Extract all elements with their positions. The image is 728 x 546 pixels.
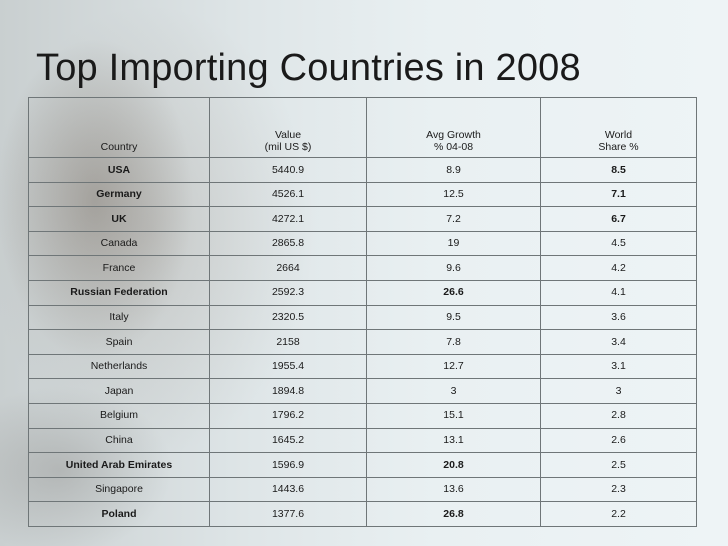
imports-table: Country Value (mil US $) Avg Growth % 04…: [28, 97, 697, 527]
cell-avg-growth: 13.6: [366, 476, 541, 503]
cell-world-share: 6.7: [540, 206, 697, 232]
cell-avg-growth: 7.8: [366, 329, 541, 355]
cell-value: 1645.2: [209, 427, 367, 454]
cell-value: 1596.9: [209, 452, 367, 478]
cell-avg-growth: 9.6: [366, 255, 541, 281]
slide-title: Top Importing Countries in 2008: [36, 47, 581, 90]
cell-country: Spain: [28, 329, 210, 355]
cell-avg-growth: 12.7: [366, 353, 541, 380]
table-row: Germany 4526.1 12.5 7.1: [28, 181, 697, 208]
cell-world-share: 2.2: [540, 501, 697, 527]
table-row: Belgium 1796.2 15.1 2.8: [28, 402, 697, 429]
cell-world-share: 4.5: [540, 230, 697, 257]
cell-value: 1955.4: [209, 353, 367, 380]
cell-country: Japan: [28, 378, 210, 404]
cell-world-share: 4.2: [540, 255, 697, 281]
cell-world-share: 2.6: [540, 427, 697, 454]
cell-country: Singapore: [28, 476, 210, 503]
cell-country: Belgium: [28, 402, 210, 429]
cell-world-share: 2.5: [540, 452, 697, 478]
cell-country: Germany: [28, 181, 210, 208]
table-body: USA 5440.9 8.9 8.5 Germany 4526.1 12.5 7.1 UK 427…: [28, 157, 697, 527]
table-header-row: Country Value (mil US $) Avg Growth % 04…: [28, 97, 697, 158]
cell-avg-growth: 7.2: [366, 206, 541, 232]
table-row: France 2664 9.6 4.2: [28, 255, 697, 281]
table-row: Italy 2320.5 9.5 3.6: [28, 304, 697, 331]
table-row: Netherlands 1955.4 12.7 3.1: [28, 353, 697, 380]
cell-country: USA: [28, 157, 210, 183]
cell-avg-growth: 8.9: [366, 157, 541, 183]
table-row: United Arab Emirates 1596.9 20.8 2.5: [28, 452, 697, 478]
cell-value: 1796.2: [209, 402, 367, 429]
table-row: Canada 2865.8 19 4.5: [28, 230, 697, 257]
cell-world-share: 3.4: [540, 329, 697, 355]
cell-value: 2865.8: [209, 230, 367, 257]
cell-world-share: 3.1: [540, 353, 697, 380]
cell-value: 2664: [209, 255, 367, 281]
cell-world-share: 4.1: [540, 279, 697, 306]
cell-world-share: 3: [540, 378, 697, 404]
cell-avg-growth: 20.8: [366, 452, 541, 478]
cell-world-share: 2.8: [540, 402, 697, 429]
cell-avg-growth: 12.5: [366, 181, 541, 208]
table-row: Poland 1377.6 26.8 2.2: [28, 501, 697, 527]
cell-country: Italy: [28, 304, 210, 331]
header-country: Country: [28, 97, 210, 158]
cell-value: 2592.3: [209, 279, 367, 306]
header-value: Value (mil US $): [209, 97, 367, 158]
cell-avg-growth: 19: [366, 230, 541, 257]
cell-avg-growth: 15.1: [366, 402, 541, 429]
table-row: Japan 1894.8 3 3: [28, 378, 697, 404]
cell-country: Poland: [28, 501, 210, 527]
cell-value: 1443.6: [209, 476, 367, 503]
table-row: Spain 2158 7.8 3.4: [28, 329, 697, 355]
header-avg-growth: Avg Growth % 04-08: [366, 97, 541, 158]
table-row: Russian Federation 2592.3 26.6 4.1: [28, 279, 697, 306]
header-world-share: World Share %: [540, 97, 697, 158]
cell-avg-growth: 3: [366, 378, 541, 404]
cell-country: UK: [28, 206, 210, 232]
cell-world-share: 8.5: [540, 157, 697, 183]
cell-value: 4272.1: [209, 206, 367, 232]
table-row: USA 5440.9 8.9 8.5: [28, 157, 697, 183]
cell-country: China: [28, 427, 210, 454]
cell-country: France: [28, 255, 210, 281]
cell-world-share: 2.3: [540, 476, 697, 503]
cell-value: 5440.9: [209, 157, 367, 183]
table-row: Singapore 1443.6 13.6 2.3: [28, 476, 697, 503]
cell-avg-growth: 26.8: [366, 501, 541, 527]
cell-avg-growth: 9.5: [366, 304, 541, 331]
cell-country: Canada: [28, 230, 210, 257]
table-row: UK 4272.1 7.2 6.7: [28, 206, 697, 232]
cell-world-share: 3.6: [540, 304, 697, 331]
cell-world-share: 7.1: [540, 181, 697, 208]
cell-value: 1377.6: [209, 501, 367, 527]
table-row: China 1645.2 13.1 2.6: [28, 427, 697, 454]
cell-value: 2320.5: [209, 304, 367, 331]
cell-country: Russian Federation: [28, 279, 210, 306]
cell-country: United Arab Emirates: [28, 452, 210, 478]
cell-value: 2158: [209, 329, 367, 355]
cell-country: Netherlands: [28, 353, 210, 380]
cell-value: 1894.8: [209, 378, 367, 404]
cell-avg-growth: 13.1: [366, 427, 541, 454]
cell-value: 4526.1: [209, 181, 367, 208]
cell-avg-growth: 26.6: [366, 279, 541, 306]
